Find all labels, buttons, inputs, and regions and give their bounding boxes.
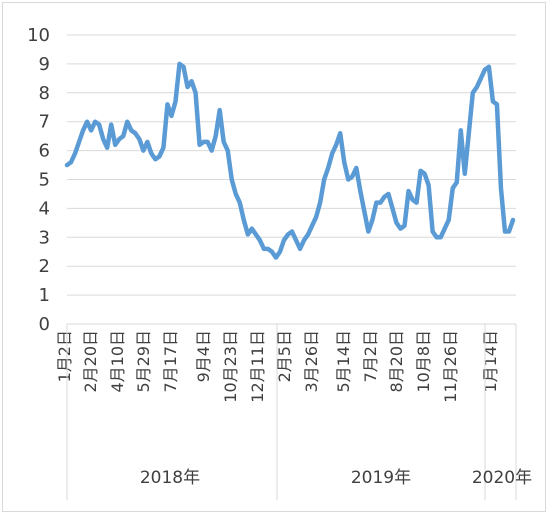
x-tick-label: 4月10日 xyxy=(108,330,127,393)
x-tick-label: 2月20日 xyxy=(81,330,100,393)
y-tick-label-5: 5 xyxy=(39,170,50,191)
y-axis-ticks: 0 1 2 3 4 5 6 7 8 9 10 xyxy=(27,25,50,335)
x-tick-label: 10月23日 xyxy=(221,330,240,403)
y-tick-label-7: 7 xyxy=(39,112,50,133)
x-tick-label: 10月8日 xyxy=(414,330,433,393)
y-tick-label-0: 0 xyxy=(39,314,50,335)
y-tick-label-1: 1 xyxy=(39,285,50,306)
gridlines xyxy=(67,34,516,325)
y-tick-label-4: 4 xyxy=(39,198,50,219)
x-tick-label: 8月20日 xyxy=(387,330,406,393)
year-label: 2019年 xyxy=(351,468,411,488)
year-labels: 2018年 2019年 2020年 xyxy=(140,468,532,488)
y-tick-label-6: 6 xyxy=(39,141,50,162)
y-tick-label-3: 3 xyxy=(39,227,50,248)
y-tick-label-8: 8 xyxy=(39,83,50,104)
y-tick-label-9: 9 xyxy=(39,54,50,75)
x-tick-label: 1月2日 xyxy=(55,330,74,382)
year-label: 2020年 xyxy=(472,468,532,488)
y-tick-label-10: 10 xyxy=(27,25,50,46)
x-tick-label: 9月4日 xyxy=(194,330,213,382)
y-tick-label-2: 2 xyxy=(39,256,50,277)
x-tick-label: 2月5日 xyxy=(275,330,294,382)
x-tick-label: 3月26日 xyxy=(302,330,321,393)
year-label: 2018年 xyxy=(140,468,200,488)
x-tick-label: 7月2日 xyxy=(361,330,380,382)
x-tick-label: 7月17日 xyxy=(161,330,180,393)
series-layer xyxy=(64,61,516,260)
series-line xyxy=(64,61,516,260)
x-tick-label: 5月14日 xyxy=(334,330,353,393)
x-tick-label: 5月29日 xyxy=(134,330,153,393)
x-axis: 1月2日 2月20日 4月10日 5月29日 7月17日 9月4日 10月23日 12月11日… xyxy=(55,324,517,500)
x-tick-label: 12月11日 xyxy=(248,330,267,403)
x-tick-label: 11月26日 xyxy=(441,330,460,403)
x-tick-label: 1月14日 xyxy=(481,330,500,393)
